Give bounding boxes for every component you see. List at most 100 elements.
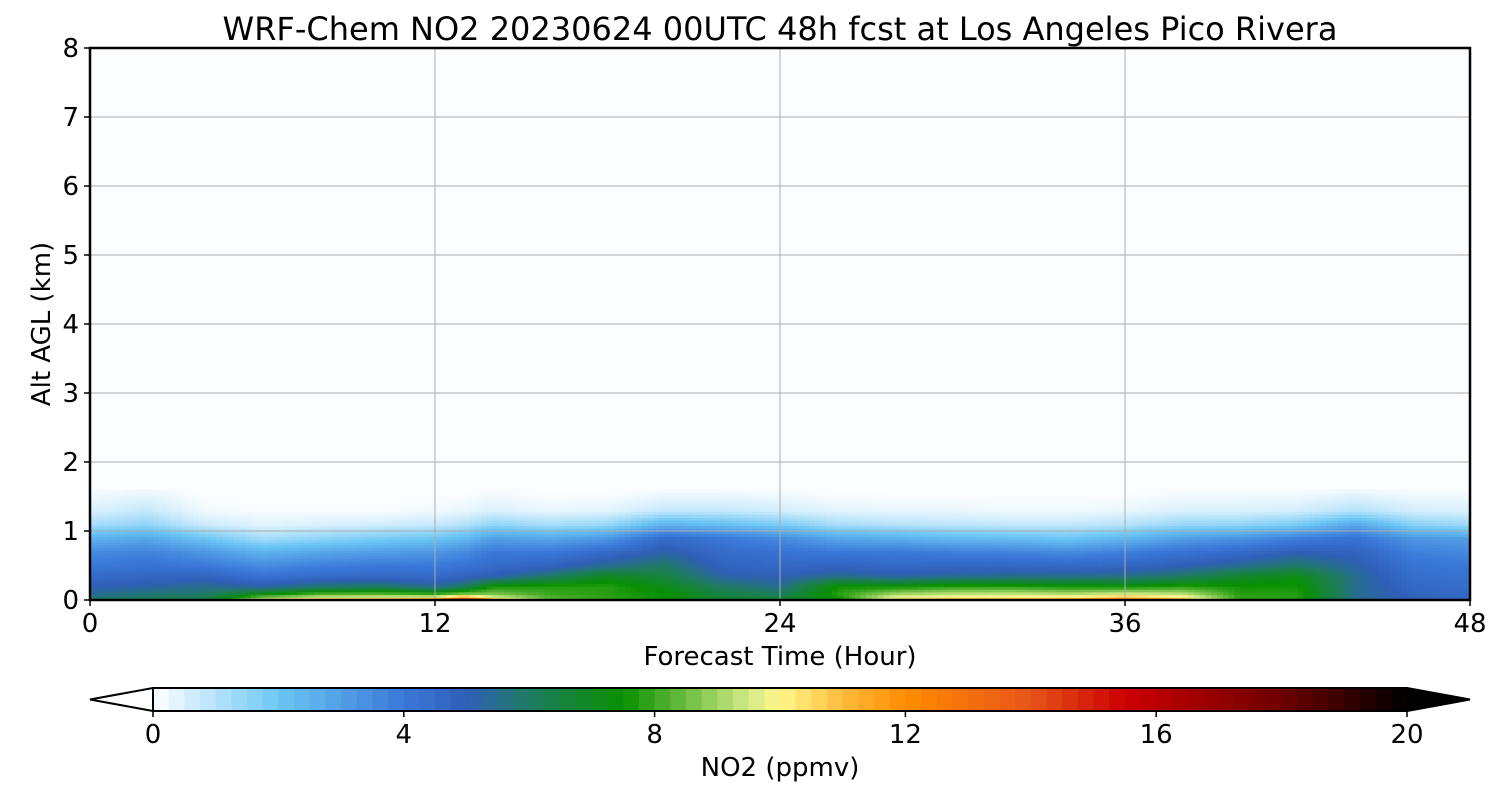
heatmap-cell <box>498 503 505 507</box>
heatmap-cell <box>561 497 568 502</box>
heatmap-cell <box>297 511 304 516</box>
heatmap-cell <box>417 575 425 579</box>
heatmap-cell <box>308 577 315 582</box>
heatmap-cell <box>170 555 177 560</box>
heatmap-cell <box>550 492 557 496</box>
heatmap-cell <box>222 508 229 513</box>
heatmap-cell <box>544 511 551 516</box>
heatmap-cell <box>463 503 471 507</box>
heatmap-cell <box>101 558 108 562</box>
heatmap-cell <box>118 506 126 510</box>
heatmap-cell <box>550 577 557 582</box>
heatmap-cell <box>601 583 609 587</box>
heatmap-cell <box>797 544 804 549</box>
heatmap-cell <box>613 564 620 568</box>
heatmap-cell <box>596 558 603 562</box>
heatmap-cell <box>412 517 419 521</box>
heatmap-cell <box>458 580 465 585</box>
heatmap-cell <box>636 544 643 549</box>
heatmap-cell <box>147 566 154 571</box>
heatmap-cell <box>348 555 356 560</box>
heatmap-cell <box>256 594 264 598</box>
heatmap-cell <box>159 492 166 496</box>
heatmap-cell <box>693 536 701 540</box>
heatmap-cell <box>561 492 568 496</box>
heatmap-cell <box>159 500 166 504</box>
heatmap-cell <box>124 591 131 596</box>
heatmap-cell <box>619 558 626 562</box>
heatmap-cell <box>164 569 172 573</box>
heatmap-cell <box>791 588 798 593</box>
heatmap-cell <box>728 544 735 549</box>
heatmap-cell <box>630 500 637 504</box>
heatmap-cell <box>711 500 718 504</box>
heatmap-cell <box>245 525 252 529</box>
heatmap-cell <box>647 588 655 593</box>
heatmap-cell <box>584 577 591 582</box>
heatmap-cell <box>423 533 430 538</box>
heatmap-cell <box>440 555 448 560</box>
heatmap-cell <box>239 544 246 549</box>
heatmap-cell <box>653 594 660 598</box>
heatmap-cell <box>164 572 172 576</box>
heatmap-cell <box>803 522 810 527</box>
heatmap-cell <box>118 550 126 554</box>
heatmap-cell <box>757 553 764 557</box>
heatmap-cell <box>90 577 97 582</box>
heatmap-cell <box>630 553 637 557</box>
heatmap-cell <box>325 539 333 543</box>
heatmap-cell <box>797 525 804 529</box>
heatmap-cell <box>532 514 540 518</box>
heatmap-cell <box>446 594 453 598</box>
heatmap-cell <box>222 500 229 504</box>
heatmap-cell <box>371 508 379 513</box>
heatmap-cell <box>797 575 804 579</box>
heatmap-cell <box>561 586 568 590</box>
heatmap-cell <box>187 583 195 587</box>
heatmap-cell <box>509 580 517 585</box>
heatmap-cell <box>366 566 373 571</box>
heatmap-cell <box>578 569 586 573</box>
heatmap-cell <box>567 522 574 527</box>
heatmap-cell <box>481 511 488 516</box>
heatmap-cell <box>423 497 430 502</box>
heatmap-cell <box>360 511 367 516</box>
heatmap-cell <box>509 594 517 598</box>
heatmap-cell <box>268 564 275 568</box>
heatmap-cell <box>791 553 798 557</box>
heatmap-cell <box>509 555 517 560</box>
heatmap-cell <box>377 572 384 576</box>
heatmap-cell <box>785 528 793 532</box>
heatmap-cell <box>624 495 632 499</box>
heatmap-cell <box>383 497 390 502</box>
heatmap-cell <box>314 566 321 571</box>
heatmap-cell <box>705 508 712 513</box>
heatmap-cell <box>590 531 597 535</box>
heatmap-cell <box>210 536 218 540</box>
heatmap-cell <box>728 497 735 502</box>
heatmap-cell <box>101 522 108 527</box>
heatmap-cell <box>762 542 770 546</box>
heatmap-cell <box>561 495 568 499</box>
heatmap-cell <box>412 528 419 532</box>
heatmap-cell <box>302 594 310 598</box>
heatmap-cell <box>400 500 407 504</box>
heatmap-cell <box>130 558 137 562</box>
heatmap-cell <box>665 539 672 543</box>
heatmap-cell <box>193 533 200 538</box>
heatmap-cell <box>314 514 321 518</box>
heatmap-cell <box>90 517 97 521</box>
heatmap-cell <box>596 519 603 524</box>
heatmap-cell <box>509 531 517 535</box>
heatmap-cell <box>532 588 540 593</box>
heatmap-cell <box>751 575 758 579</box>
heatmap-cell <box>791 511 798 516</box>
heatmap-cell <box>136 569 143 573</box>
heatmap-cell <box>826 564 833 568</box>
heatmap-cell <box>256 572 264 576</box>
heatmap-cell <box>170 531 177 535</box>
heatmap-cell <box>141 525 149 529</box>
heatmap-cell <box>757 555 764 560</box>
heatmap-cell <box>452 522 459 527</box>
heatmap-cell <box>573 492 580 496</box>
